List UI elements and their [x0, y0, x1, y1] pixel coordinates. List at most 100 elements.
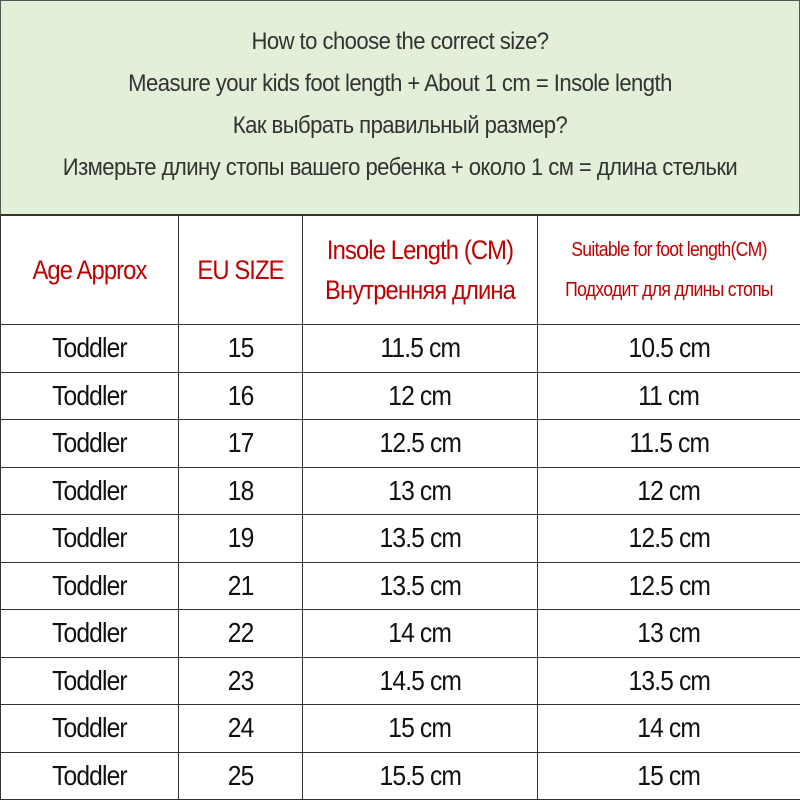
cell-age-text: Toddler	[52, 759, 128, 791]
cell-age: Toddler	[0, 371, 179, 420]
cell-insole: 14 cm	[302, 609, 538, 658]
cell-insole-text: 13.5 cm	[379, 522, 461, 554]
cell-eu: 25	[178, 751, 303, 800]
cell-foot-text: 10.5 cm	[628, 332, 710, 364]
cell-age-text: Toddler	[52, 522, 128, 554]
table-row: Toddler 23 14.5 cm 13.5 cm	[0, 656, 800, 705]
instruction-line: How to choose the correct size?	[251, 28, 549, 55]
cell-foot-text: 12 cm	[637, 474, 702, 506]
cell-insole-text: 14.5 cm	[379, 664, 461, 696]
cell-eu-text: 21	[227, 569, 255, 601]
cell-age: Toddler	[0, 704, 179, 753]
cell-insole-text: 12.5 cm	[379, 427, 461, 459]
cell-foot: 11 cm	[537, 371, 800, 420]
table-header-row: Age Approx EU SIZE Insole Length (CM) Вн…	[0, 215, 800, 325]
cell-eu-text: 16	[227, 379, 255, 411]
table-row: Toddler 19 13.5 cm 12.5 cm	[0, 514, 800, 563]
cell-age: Toddler	[0, 514, 179, 563]
cell-insole: 13 cm	[302, 466, 538, 515]
cell-foot-text: 13 cm	[637, 617, 702, 649]
header-eu-label: EU SIZE	[197, 255, 284, 285]
header-age: Age Approx	[0, 215, 179, 325]
cell-insole: 12.5 cm	[302, 419, 538, 468]
cell-foot: 10.5 cm	[537, 324, 800, 373]
cell-foot: 12.5 cm	[537, 514, 800, 563]
cell-eu: 18	[178, 466, 303, 515]
cell-eu-text: 23	[227, 664, 255, 696]
table-row: Toddler 18 13 cm 12 cm	[0, 466, 800, 515]
instruction-line: Как выбрать правильный размер?	[232, 112, 568, 139]
header-eu-size: EU SIZE	[178, 215, 303, 325]
cell-eu: 24	[178, 704, 303, 753]
table-row: Toddler 24 15 cm 14 cm	[0, 704, 800, 753]
cell-age-text: Toddler	[52, 474, 128, 506]
cell-insole: 15.5 cm	[302, 751, 538, 800]
cell-eu: 21	[178, 561, 303, 610]
cell-foot: 12 cm	[537, 466, 800, 515]
cell-age-text: Toddler	[52, 332, 128, 364]
cell-foot: 13.5 cm	[537, 656, 800, 705]
size-chart-table: Age Approx EU SIZE Insole Length (CM) Вн…	[0, 215, 800, 800]
cell-age-text: Toddler	[52, 617, 128, 649]
cell-foot-text: 15 cm	[637, 759, 702, 791]
cell-insole-text: 11.5 cm	[380, 332, 461, 364]
cell-insole: 13.5 cm	[302, 514, 538, 563]
table-row: Toddler 17 12.5 cm 11.5 cm	[0, 419, 800, 468]
cell-foot-text: 12.5 cm	[628, 522, 710, 554]
cell-insole-text: 14 cm	[388, 617, 453, 649]
header-age-label: Age Approx	[32, 255, 147, 285]
cell-eu-text: 24	[227, 712, 255, 744]
cell-insole: 11.5 cm	[302, 324, 538, 373]
cell-eu: 16	[178, 371, 303, 420]
cell-eu: 22	[178, 609, 303, 658]
cell-eu-text: 18	[227, 474, 255, 506]
cell-age-text: Toddler	[52, 664, 128, 696]
instruction-line: Измерьте длину стопы вашего ребенка + ок…	[62, 154, 738, 181]
cell-age-text: Toddler	[52, 379, 128, 411]
cell-insole: 14.5 cm	[302, 656, 538, 705]
cell-foot-text: 14 cm	[637, 712, 702, 744]
cell-foot: 11.5 cm	[537, 419, 800, 468]
cell-insole-text: 13.5 cm	[379, 569, 461, 601]
cell-foot: 12.5 cm	[537, 561, 800, 610]
cell-eu: 19	[178, 514, 303, 563]
table-row: Toddler 16 12 cm 11 cm	[0, 371, 800, 420]
cell-eu-text: 25	[227, 759, 255, 791]
cell-age: Toddler	[0, 561, 179, 610]
cell-insole-text: 15.5 cm	[379, 759, 461, 791]
cell-foot-text: 11.5 cm	[629, 427, 710, 459]
cell-foot: 14 cm	[537, 704, 800, 753]
cell-foot: 15 cm	[537, 751, 800, 800]
cell-age: Toddler	[0, 656, 179, 705]
cell-eu-text: 19	[227, 522, 255, 554]
cell-insole-text: 15 cm	[388, 712, 453, 744]
cell-age: Toddler	[0, 466, 179, 515]
cell-insole-text: 13 cm	[388, 474, 453, 506]
header-insole-ru: Внутренняя длина	[325, 275, 516, 305]
cell-foot: 13 cm	[537, 609, 800, 658]
header-foot-ru: Подходит для длины стопы	[565, 279, 773, 301]
table-row: Toddler 22 14 cm 13 cm	[0, 609, 800, 658]
header-foot-length: Suitable for foot length(CM) Подходит дл…	[537, 215, 800, 325]
cell-insole: 12 cm	[302, 371, 538, 420]
table-row: Toddler 21 13.5 cm 12.5 cm	[0, 561, 800, 610]
instruction-line: Measure your kids foot length + About 1 …	[128, 70, 672, 97]
header-insole-en: Insole Length (CM)	[326, 235, 514, 265]
table-row: Toddler 15 11.5 cm 10.5 cm	[0, 324, 800, 373]
cell-eu-text: 15	[227, 332, 255, 364]
cell-age: Toddler	[0, 609, 179, 658]
cell-insole: 13.5 cm	[302, 561, 538, 610]
cell-eu: 23	[178, 656, 303, 705]
table-row: Toddler 25 15.5 cm 15 cm	[0, 751, 800, 800]
cell-age-text: Toddler	[52, 427, 128, 459]
header-insole-length: Insole Length (CM) Внутренняя длина	[302, 215, 538, 325]
cell-eu-text: 22	[227, 617, 255, 649]
cell-foot-text: 12.5 cm	[628, 569, 710, 601]
cell-age: Toddler	[0, 324, 179, 373]
cell-foot-text: 11 cm	[638, 379, 701, 411]
header-foot-en: Suitable for foot length(CM)	[571, 239, 767, 261]
cell-eu: 15	[178, 324, 303, 373]
cell-insole-text: 12 cm	[388, 379, 453, 411]
cell-insole: 15 cm	[302, 704, 538, 753]
cell-eu: 17	[178, 419, 303, 468]
